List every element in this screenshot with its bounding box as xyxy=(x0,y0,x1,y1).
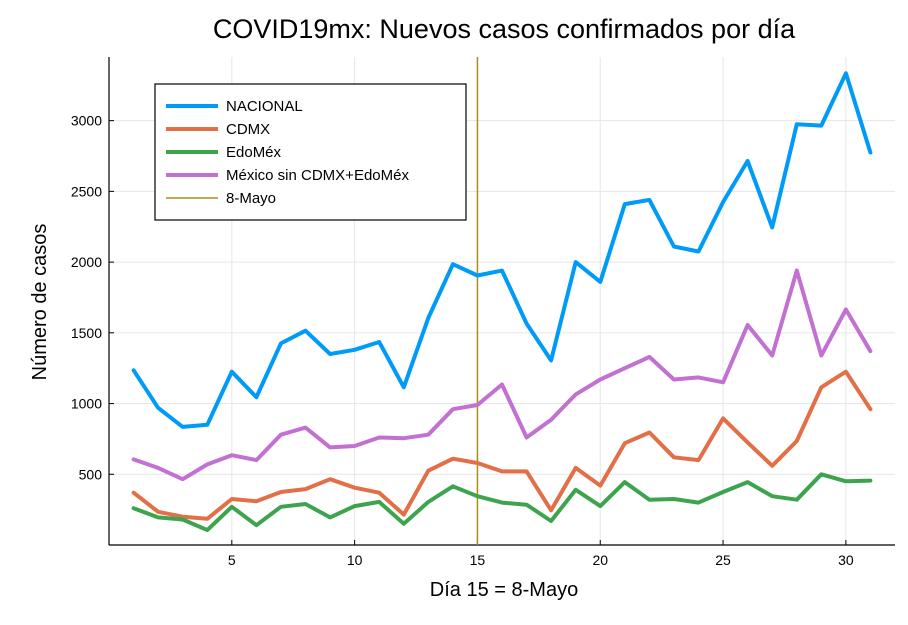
x-tick-label: 10 xyxy=(347,552,363,568)
series-line-0 xyxy=(131,71,873,429)
x-tick-label: 30 xyxy=(838,552,854,568)
legend-label-0: NACIONAL xyxy=(226,98,303,115)
series-layer xyxy=(131,57,873,545)
x-axis-label: Día 15 = 8-Mayo xyxy=(430,579,578,601)
series-line-2 xyxy=(131,472,873,533)
legend-label-4: 8-Mayo xyxy=(226,190,276,207)
y-axis-label: Número de casos xyxy=(29,224,51,381)
y-tick-label: 1000 xyxy=(71,396,102,412)
x-tick-label: 20 xyxy=(592,552,608,568)
y-tick-label: 2000 xyxy=(71,254,102,270)
legend-label-3: México sin CDMX+EdoMéx xyxy=(226,167,409,184)
y-tick-label: 2500 xyxy=(71,183,102,199)
axes-layer xyxy=(108,57,895,546)
y-tick-label: 3000 xyxy=(71,113,102,129)
legend-label-1: CDMX xyxy=(226,121,270,138)
legend-label-2: EdoMéx xyxy=(226,144,282,161)
ticks-layer: 5 10 15 20 25 30 500 1000 1500 2000 2500 3000 xyxy=(71,113,854,568)
x-tick-label: 25 xyxy=(715,552,731,568)
series-line-3 xyxy=(131,268,873,482)
chart-title: COVID19mx: Nuevos casos confirmados por … xyxy=(213,14,796,44)
x-tick-label: 15 xyxy=(470,552,486,568)
y-tick-label: 1500 xyxy=(71,325,102,341)
x-tick-label: 5 xyxy=(228,552,236,568)
series-line-1 xyxy=(131,369,873,521)
legend: NACIONAL CDMX EdoMéx México sin CDMX+EdoMéx… xyxy=(154,83,467,221)
y-tick-label: 500 xyxy=(79,466,103,482)
